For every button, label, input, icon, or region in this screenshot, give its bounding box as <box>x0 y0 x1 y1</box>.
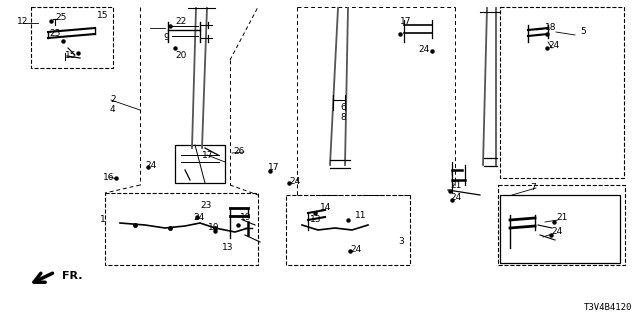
Bar <box>498 185 625 265</box>
Text: 24: 24 <box>450 194 461 203</box>
Text: 24: 24 <box>145 161 156 170</box>
Bar <box>500 195 620 263</box>
Text: 10: 10 <box>208 223 220 233</box>
Bar <box>500 7 624 178</box>
Text: FR.: FR. <box>62 271 83 281</box>
Text: 24: 24 <box>548 42 559 51</box>
Text: 11: 11 <box>355 211 367 220</box>
Text: 6: 6 <box>340 103 346 113</box>
Text: 13: 13 <box>310 215 321 225</box>
Text: 20: 20 <box>175 51 186 60</box>
Text: 17: 17 <box>202 150 214 159</box>
Text: 18: 18 <box>545 23 557 33</box>
Text: 17: 17 <box>268 164 280 172</box>
Text: 25: 25 <box>49 29 60 38</box>
Text: 5: 5 <box>580 28 586 36</box>
Text: 4: 4 <box>110 106 116 115</box>
Text: 26: 26 <box>233 148 244 156</box>
Text: 24: 24 <box>418 45 429 54</box>
Text: 22: 22 <box>175 18 186 27</box>
Bar <box>105 193 258 265</box>
Text: 16: 16 <box>103 172 115 181</box>
Bar <box>31 7 113 68</box>
Text: 23: 23 <box>200 201 211 210</box>
Text: 25: 25 <box>55 12 67 21</box>
Text: 9: 9 <box>163 34 169 43</box>
Text: 24: 24 <box>193 213 204 222</box>
Text: 24: 24 <box>289 178 300 187</box>
Text: 24: 24 <box>350 245 361 254</box>
Text: 3: 3 <box>398 237 404 246</box>
Text: 19: 19 <box>240 213 252 222</box>
Text: 21: 21 <box>556 213 568 222</box>
Text: T3V4B4120: T3V4B4120 <box>584 303 632 312</box>
Text: 13: 13 <box>222 244 234 252</box>
Text: 21: 21 <box>450 180 461 189</box>
Text: 1: 1 <box>100 215 106 225</box>
Text: 8: 8 <box>340 114 346 123</box>
Text: 14: 14 <box>320 204 332 212</box>
Text: 15: 15 <box>97 12 109 20</box>
Text: 15: 15 <box>65 52 77 60</box>
Text: 7: 7 <box>530 183 536 193</box>
Text: 17: 17 <box>400 18 412 27</box>
Bar <box>286 195 410 265</box>
Text: 12: 12 <box>17 18 28 27</box>
Text: 2: 2 <box>110 95 116 105</box>
Text: 24: 24 <box>551 228 563 236</box>
